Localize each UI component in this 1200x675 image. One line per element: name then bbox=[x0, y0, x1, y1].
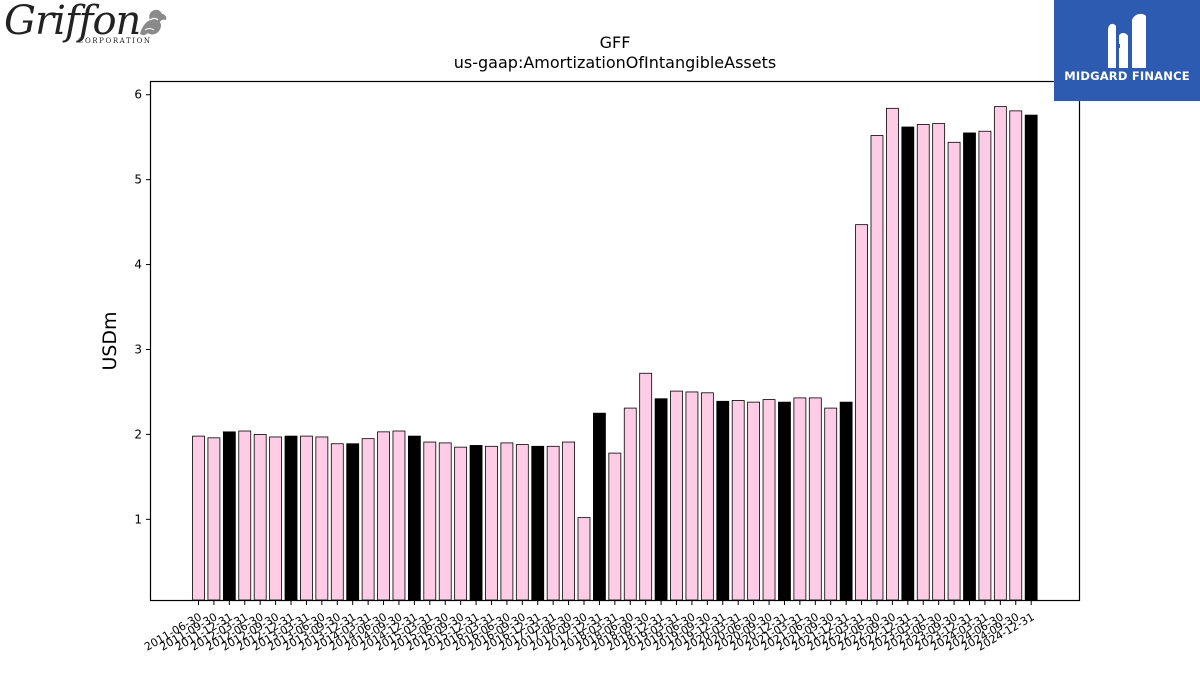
bar-2013-06-30 bbox=[315, 436, 329, 601]
y-tick-label: 3 bbox=[134, 342, 142, 356]
bar-2024-09-30 bbox=[1009, 110, 1023, 601]
bar-2021-03-31 bbox=[793, 397, 807, 601]
griffon-logo-sub: CORPORATION bbox=[78, 37, 152, 45]
bar-2024-06-30 bbox=[993, 106, 1007, 601]
bar-2017-12-31 bbox=[593, 412, 606, 601]
bar-2017-03-31 bbox=[546, 445, 560, 601]
bar-2011-09-30 bbox=[207, 437, 221, 601]
bar-2012-06-30 bbox=[253, 434, 267, 601]
bar-2020-09-30 bbox=[762, 399, 776, 601]
bar-2015-12-31 bbox=[469, 445, 483, 601]
griffon-logo: Griffon CORPORATION bbox=[4, 0, 169, 48]
bar-2023-06-30 bbox=[932, 123, 946, 601]
bar-2014-12-31 bbox=[407, 435, 421, 601]
bar-2014-06-30 bbox=[377, 431, 390, 601]
bar-2023-12-31 bbox=[963, 132, 976, 601]
bar-2019-06-30 bbox=[685, 391, 699, 601]
bar-2021-12-31 bbox=[839, 401, 853, 601]
bar-2023-09-30 bbox=[947, 141, 961, 601]
bar-2012-03-31 bbox=[238, 430, 252, 601]
y-tick-label: 6 bbox=[134, 88, 142, 102]
y-tick-label: 5 bbox=[134, 173, 142, 187]
bar-2020-12-31 bbox=[778, 401, 791, 601]
bar-2013-12-31 bbox=[346, 443, 360, 601]
chart-subtitle: us-gaap:AmortizationOfIntangibleAssets bbox=[454, 53, 776, 72]
bar-2016-12-31 bbox=[531, 445, 545, 601]
griffon-logo-word: Griffon bbox=[4, 0, 141, 44]
bar-2022-06-30 bbox=[870, 135, 884, 601]
bar-2020-03-31 bbox=[731, 400, 745, 601]
bar-2013-09-30 bbox=[330, 443, 344, 601]
y-axis-label: USDm bbox=[99, 311, 121, 370]
bars bbox=[192, 106, 1038, 601]
bar-2015-09-30 bbox=[454, 446, 468, 601]
bar-2022-03-31 bbox=[855, 224, 868, 601]
bar-2014-09-30 bbox=[392, 430, 406, 601]
bar-2019-03-31 bbox=[670, 390, 683, 601]
midgard-finance-logo: MIDGARD FINANCE bbox=[1054, 0, 1200, 101]
bar-2024-12-31 bbox=[1024, 114, 1038, 601]
bar-2015-06-30 bbox=[438, 442, 452, 601]
midgard-finance-text: MIDGARD FINANCE bbox=[1064, 69, 1190, 83]
bar-2022-09-30 bbox=[886, 107, 899, 601]
bar-2018-09-30 bbox=[639, 372, 653, 601]
chart-title: GFF bbox=[600, 33, 631, 52]
bar-2016-03-31 bbox=[485, 445, 498, 601]
bar-2017-06-30 bbox=[562, 441, 575, 601]
y-axis-ticks: 1 2 3 4 5 6 bbox=[134, 88, 151, 526]
y-tick-label: 2 bbox=[134, 427, 142, 441]
bar-2021-09-30 bbox=[824, 407, 838, 601]
x-axis-ticks: 2011-06-302011-09-302011-12-312012-03-31… bbox=[142, 600, 1037, 654]
y-tick-label: 1 bbox=[134, 512, 142, 526]
bar-2014-03-31 bbox=[361, 438, 375, 601]
midgard-emblem-icon bbox=[1108, 13, 1146, 68]
bar-2012-12-31 bbox=[284, 435, 298, 601]
bar-2023-03-31 bbox=[916, 124, 930, 601]
griffin-icon bbox=[140, 9, 167, 36]
bar-2016-06-30 bbox=[500, 442, 514, 601]
bar-2018-12-31 bbox=[654, 398, 668, 601]
bar-2015-03-31 bbox=[423, 441, 437, 601]
y-tick-label: 4 bbox=[134, 258, 142, 272]
bar-2024-03-31 bbox=[978, 130, 992, 601]
bar-2022-12-31 bbox=[901, 126, 915, 601]
bar-2012-09-30 bbox=[269, 436, 283, 601]
bar-2011-12-31 bbox=[222, 431, 236, 601]
bar-2020-06-30 bbox=[747, 401, 761, 601]
bar-2013-03-31 bbox=[300, 435, 313, 601]
bar-2011-06-30 bbox=[192, 435, 205, 601]
bar-2019-12-31 bbox=[716, 400, 730, 601]
bar-2017-09-30 bbox=[577, 517, 591, 601]
bar-2019-09-30 bbox=[700, 392, 714, 601]
bar-2018-03-31 bbox=[608, 452, 622, 601]
bar-2018-06-30 bbox=[623, 407, 637, 601]
bar-2021-06-30 bbox=[808, 397, 822, 601]
bar-2016-09-30 bbox=[515, 444, 529, 601]
